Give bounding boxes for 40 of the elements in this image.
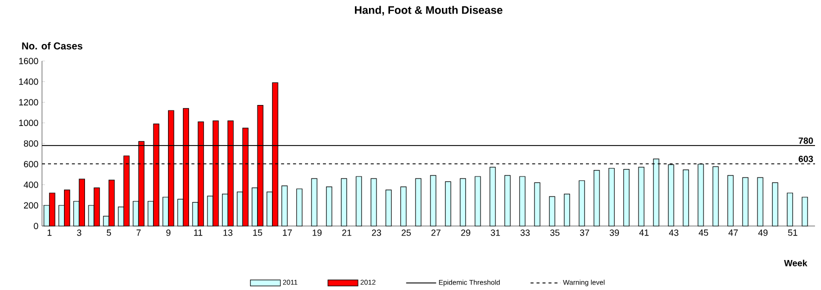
y-axis-title: No. of Cases <box>22 42 82 50</box>
x-tick-label: 25 <box>402 230 411 236</box>
y-tick-label: 0 <box>34 222 38 230</box>
x-tick-label: 19 <box>312 230 322 236</box>
x-tick-label: 15 <box>253 230 262 236</box>
y-tick-label: 1600 <box>19 58 38 64</box>
x-tick-label: 39 <box>610 230 619 236</box>
annotation: 603 <box>798 156 813 162</box>
x-tick-label: 31 <box>490 230 500 236</box>
x-tick-label: 7 <box>136 230 141 236</box>
x-tick-label: 11 <box>194 230 202 236</box>
x-tick-label: 13 <box>224 230 232 236</box>
y-tick-label: 800 <box>24 140 38 147</box>
y-tick-label: 1200 <box>19 99 38 106</box>
annotation: 780 <box>798 138 813 144</box>
y-tick-label: 600 <box>24 160 38 168</box>
x-tick-label: 23 <box>372 230 382 236</box>
x-tick-label: 9 <box>166 230 170 236</box>
x-tick-label: 27 <box>431 230 440 236</box>
x-tick-label: 37 <box>580 230 590 236</box>
y-tick-label: 200 <box>24 202 38 209</box>
x-tick-label: 1 <box>48 230 52 236</box>
x-tick-label: 29 <box>461 230 470 236</box>
y-tick-label: 400 <box>24 182 38 188</box>
chart-title: Hand, Foot & Mouth Disease <box>354 6 502 16</box>
x-tick-label: 47 <box>728 230 738 236</box>
x-tick-label: 33 <box>520 230 530 236</box>
x-axis-title: Week <box>784 260 808 266</box>
x-tick-label: 21 <box>342 230 352 236</box>
y-tick-label: 1400 <box>19 78 38 85</box>
x-tick-label: 17 <box>282 230 292 236</box>
x-tick-label: 45 <box>698 230 708 236</box>
y-tick-label: 1000 <box>19 120 38 126</box>
x-tick-label: 41 <box>639 230 649 236</box>
x-tick-label: 3 <box>77 230 82 236</box>
x-tick-label: 43 <box>669 230 678 236</box>
x-tick-label: 35 <box>550 230 560 236</box>
x-tick-label: 5 <box>106 230 112 236</box>
x-tick-label: 49 <box>758 230 768 236</box>
x-tick-label: 51 <box>788 230 798 236</box>
